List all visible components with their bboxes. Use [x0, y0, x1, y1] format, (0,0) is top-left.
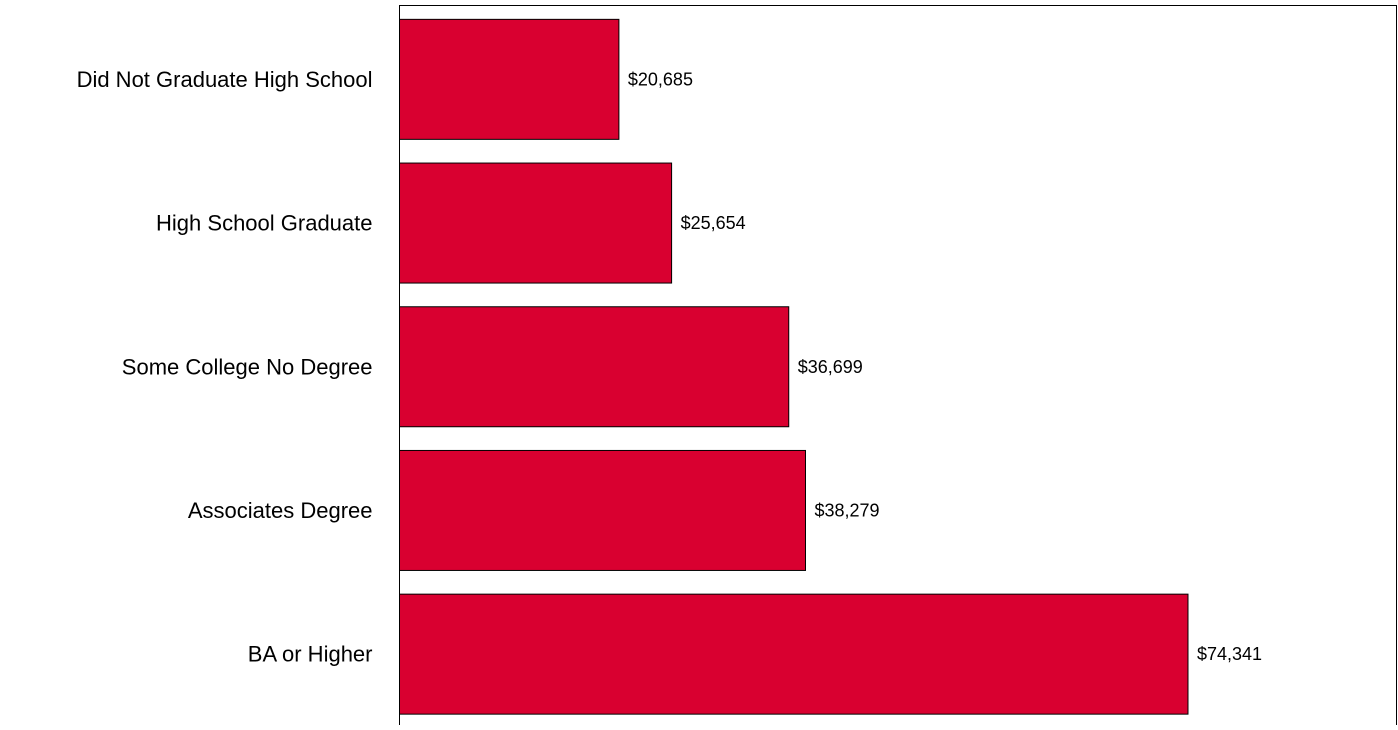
data-label-associates-degree: $38,279 [815, 500, 880, 520]
bars-layer [399, 18, 1189, 715]
bar-associates-degree [399, 449, 807, 571]
labels-layer: Did Not Graduate High School $20,685 High … [77, 67, 1263, 667]
category-label-high-school-graduate: High School Graduate [156, 211, 372, 236]
data-label-ba-or-higher: $74,341 [1197, 644, 1262, 664]
data-label-did-not-graduate-high-school: $20,685 [628, 69, 693, 89]
bar-high-school-graduate [399, 162, 673, 284]
category-label-did-not-graduate-high-school: Did Not Graduate High School [77, 67, 373, 92]
data-label-some-college-no-degree: $36,699 [798, 357, 863, 377]
plot-frame [399, 5, 1397, 730]
bar-did-not-graduate-high-school [399, 18, 620, 140]
category-label-ba-or-higher: BA or Higher [248, 642, 373, 667]
bar-some-college-no-degree [399, 306, 790, 428]
category-label-associates-degree: Associates Degree [188, 498, 373, 523]
bar-ba-or-higher [399, 593, 1189, 715]
data-label-high-school-graduate: $25,654 [681, 213, 746, 233]
category-label-some-college-no-degree: Some College No Degree [122, 354, 373, 379]
